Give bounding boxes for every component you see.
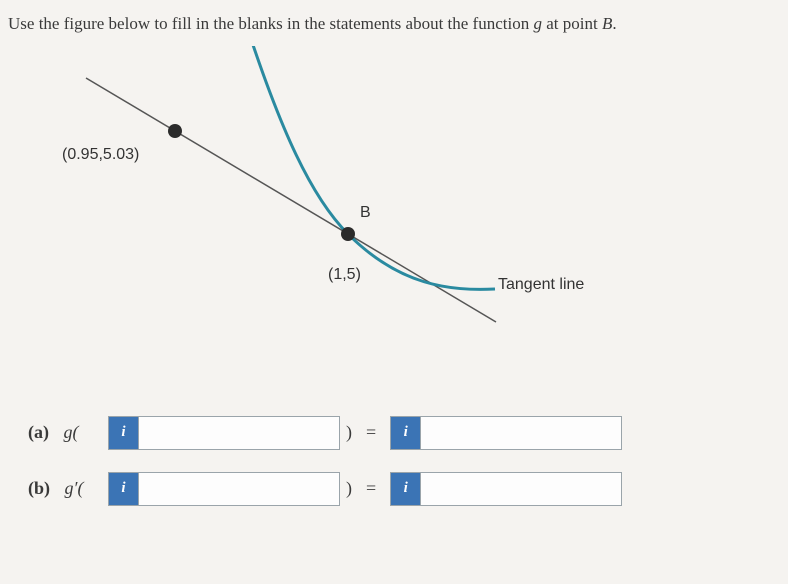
eq-b: = <box>366 478 376 499</box>
point-b-label-bottom: (1,5) <box>328 266 361 284</box>
input-a-left[interactable]: i <box>108 416 340 450</box>
prompt-point-letter: B <box>602 14 612 33</box>
input-b-x[interactable] <box>139 473 339 505</box>
info-icon[interactable]: i <box>391 417 421 449</box>
fn-b: g′( <box>65 478 84 498</box>
prompt-text-1: Use the figure below to fill in the blan… <box>8 14 533 33</box>
part-a: (a) <box>28 422 49 442</box>
row-a-label: (a) g( <box>28 422 108 443</box>
row-b: (b) g′( i ) = i <box>28 472 788 506</box>
figure-svg <box>0 46 788 406</box>
prompt-text-2: at point <box>542 14 602 33</box>
point-a-dot <box>168 124 182 138</box>
input-b-right[interactable]: i <box>390 472 622 506</box>
point-b-label-top: B <box>360 204 371 222</box>
input-b-y[interactable] <box>421 473 621 505</box>
info-icon[interactable]: i <box>391 473 421 505</box>
point-b-dot <box>341 227 355 241</box>
point-a-label: (0.95,5.03) <box>62 146 139 164</box>
fn-a: g( <box>64 422 79 442</box>
info-icon[interactable]: i <box>109 473 139 505</box>
input-a-y[interactable] <box>421 417 621 449</box>
eq-a: = <box>366 422 376 443</box>
question-prompt: Use the figure below to fill in the blan… <box>0 0 788 36</box>
prompt-fn-letter: g <box>533 14 542 33</box>
input-b-left[interactable]: i <box>108 472 340 506</box>
curve <box>250 46 495 289</box>
input-a-x[interactable] <box>139 417 339 449</box>
tangent-line-label: Tangent line <box>498 276 584 294</box>
input-a-right[interactable]: i <box>390 416 622 450</box>
figure: (0.95,5.03) B (1,5) Tangent line <box>0 46 788 406</box>
info-icon[interactable]: i <box>109 417 139 449</box>
row-a: (a) g( i ) = i <box>28 416 788 450</box>
close-a: ) <box>346 422 352 443</box>
answer-area: (a) g( i ) = i (b) g′( i ) = i <box>0 406 788 506</box>
close-b: ) <box>346 478 352 499</box>
part-b: (b) <box>28 478 50 498</box>
prompt-text-3: . <box>612 14 616 33</box>
row-b-label: (b) g′( <box>28 478 108 499</box>
